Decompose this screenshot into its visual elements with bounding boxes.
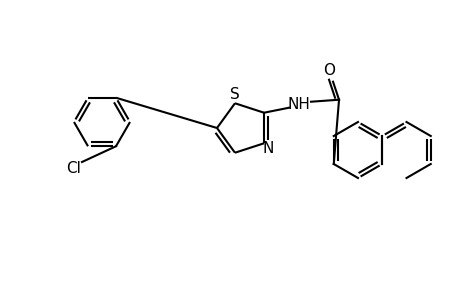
- Text: S: S: [230, 87, 239, 102]
- Text: Cl: Cl: [67, 160, 81, 175]
- Text: NH: NH: [287, 97, 310, 112]
- Text: O: O: [322, 63, 334, 78]
- Text: N: N: [262, 141, 273, 156]
